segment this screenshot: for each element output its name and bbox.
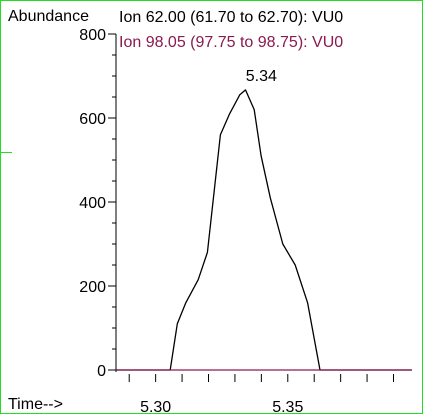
series-line-1 [116, 89, 412, 371]
y-tick-label: 200 [79, 279, 106, 296]
y-tick-label: 600 [79, 111, 106, 128]
legend-series-2: Ion 98.05 (97.75 to 98.75): VU0 [119, 34, 344, 51]
x-tick-label: 5.30 [140, 399, 171, 414]
y-tick-label: 800 [79, 27, 106, 44]
y-tick-label: 400 [79, 195, 106, 212]
peak-label: 5.34 [246, 68, 277, 85]
y-axis-label: Abundance [8, 8, 89, 25]
x-axis-label: Time--> [8, 396, 63, 413]
y-tick-label: 0 [97, 363, 106, 380]
frame-edge-mark [0, 152, 12, 153]
legend-series-1: Ion 62.00 (61.70 to 62.70): VU0 [119, 9, 344, 26]
x-tick-label: 5.35 [272, 399, 303, 414]
